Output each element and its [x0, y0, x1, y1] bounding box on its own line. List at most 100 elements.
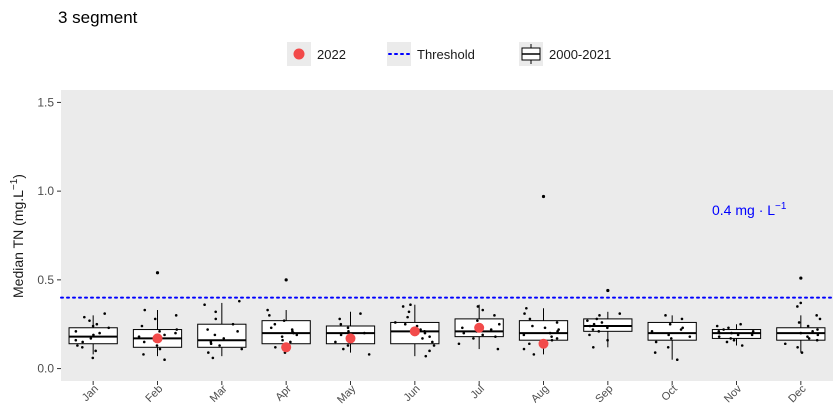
- jitter-point: [142, 353, 145, 356]
- x-tick-label: Jan: [80, 383, 101, 404]
- x-tick-label: Mar: [208, 383, 230, 405]
- jitter-point: [401, 305, 405, 308]
- x-axis: Jan Feb Mar Apr May Jun Jul Aug Sep Oct Nov Dec: [80, 381, 809, 406]
- jitter-point: [597, 330, 601, 333]
- jitter-point: [595, 317, 599, 321]
- jitter-point: [650, 330, 654, 333]
- x-tick-label: Apr: [273, 383, 294, 404]
- jitter-point: [606, 326, 609, 330]
- x-tick-label: Sep: [593, 383, 615, 405]
- jitter-point: [423, 330, 426, 333]
- jitter-point: [88, 319, 91, 322]
- jitter-point: [588, 333, 591, 337]
- jitter-point: [653, 351, 657, 354]
- threshold-label: 0.4 mg · L−1: [712, 201, 787, 218]
- jitter-point: [339, 322, 343, 326]
- y-axis-title-tail: ): [10, 174, 26, 179]
- jitter-point: [816, 328, 819, 331]
- jitter-point: [81, 345, 84, 349]
- jitter-point: [174, 331, 177, 335]
- jitter-point: [203, 303, 206, 307]
- jitter-point: [222, 337, 226, 340]
- threshold-label-sup: −1: [775, 201, 787, 212]
- jitter-point: [732, 338, 736, 342]
- jitter-point: [207, 351, 210, 354]
- jitter-point: [799, 301, 803, 305]
- jitter-point: [155, 344, 159, 347]
- jitter-point: [796, 305, 799, 308]
- jitter-point: [818, 317, 822, 321]
- jitter-point: [107, 326, 111, 330]
- jitter-point: [531, 324, 534, 328]
- jitter-point: [528, 317, 532, 321]
- jitter-point: [158, 330, 161, 333]
- jitter-point: [428, 349, 431, 353]
- jitter-point: [273, 322, 277, 326]
- x-tick-label: Feb: [143, 383, 165, 405]
- jitter-point: [140, 324, 144, 328]
- jitter-point: [403, 322, 407, 326]
- jitter-point: [717, 330, 721, 333]
- jitter-point: [497, 322, 501, 326]
- jitter-point: [555, 337, 559, 340]
- jitter-point: [751, 330, 755, 333]
- jitter-point: [282, 319, 286, 322]
- box-sep: [583, 311, 633, 348]
- jitter-point: [431, 340, 434, 344]
- point-2022: [345, 333, 356, 344]
- jitter-point: [606, 338, 609, 342]
- jitter-point: [95, 322, 99, 326]
- jitter-point: [729, 337, 733, 340]
- jitter-point: [92, 333, 95, 337]
- jitter-point: [496, 347, 500, 351]
- legend-item-threshold: Threshold: [387, 42, 475, 66]
- jitter-point: [428, 335, 431, 338]
- jitter-point: [680, 317, 684, 321]
- jitter-point: [142, 340, 146, 344]
- jitter-point: [268, 314, 271, 317]
- outlier-point: [541, 194, 546, 199]
- jitter-point: [668, 322, 672, 326]
- jitter-point: [81, 340, 84, 344]
- outlier-point: [284, 278, 288, 282]
- jitter-point: [730, 331, 733, 335]
- legend-key-point: [293, 48, 305, 60]
- jitter-point: [532, 353, 536, 356]
- jitter-point: [363, 331, 366, 335]
- chart-title: 3 segment: [58, 8, 138, 27]
- jitter-point: [522, 347, 526, 351]
- point-2022: [409, 326, 420, 337]
- jitter-point: [591, 328, 595, 331]
- jitter-point: [91, 324, 95, 328]
- jitter-point: [669, 337, 673, 340]
- jitter-point: [725, 340, 729, 344]
- legend: 2022 Threshold 2000-2021: [287, 42, 611, 66]
- jitter-point: [815, 338, 819, 342]
- point-2022: [474, 322, 485, 333]
- jitter-point: [76, 344, 79, 347]
- x-tick-label: Dec: [786, 383, 809, 406]
- outlier-point: [799, 276, 803, 280]
- y-tick-label: 1.5: [37, 95, 54, 109]
- jitter-point: [799, 331, 803, 335]
- y-tick-label: 1.0: [37, 184, 54, 198]
- jitter-point: [137, 335, 141, 338]
- y-axis: 0.0 0.5 1.0 1.5: [37, 95, 61, 376]
- jitter-point: [240, 347, 244, 351]
- jitter-point: [347, 330, 350, 333]
- jitter-point: [424, 354, 428, 358]
- y-axis-title-text: Median TN (mg.L: [10, 190, 26, 298]
- jitter-point: [494, 335, 497, 338]
- jitter-point: [338, 317, 342, 321]
- jitter-point: [493, 314, 496, 317]
- plot-panel: 0.4 mg · L−1: [60, 90, 834, 381]
- jitter-point: [163, 333, 166, 337]
- jitter-point: [739, 322, 742, 326]
- jitter-point: [548, 331, 552, 335]
- jitter-point: [489, 328, 493, 331]
- jitter-point: [476, 319, 479, 322]
- jitter-point: [214, 310, 217, 314]
- jitter-point: [421, 337, 424, 340]
